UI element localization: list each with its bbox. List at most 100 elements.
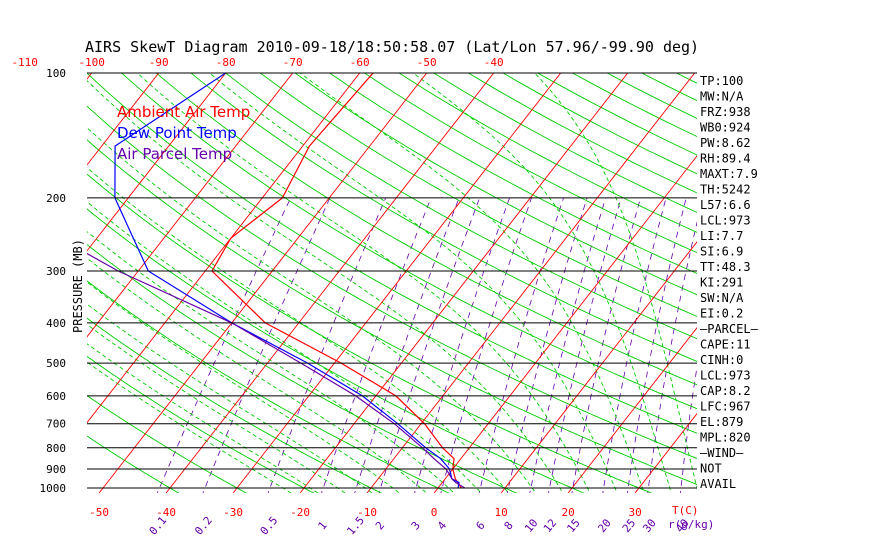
isotherm-line [87, 73, 227, 252]
dry-adiabat-line [536, 73, 697, 156]
stat-item: TP:100 [700, 74, 743, 88]
mixing-ratio-tick-label: 1 [315, 519, 329, 532]
bottom-tick-label: 0 [431, 506, 438, 519]
isotherm-line [0, 73, 25, 493]
y-tick-label: 900 [46, 463, 66, 476]
moist-adiabat-line [87, 361, 292, 493]
mixing-ratio-tick-label: 12 [541, 516, 559, 535]
stat-item: EI:0.2 [700, 307, 743, 321]
isotherm-line [433, 155, 697, 493]
top-axis: -120-110-100-90-80-70-60-50-40 [11, 56, 504, 69]
stat-item: RH:89.4 [700, 152, 751, 166]
moist-adiabat-line [87, 257, 428, 493]
stat-item: LFC:967 [700, 400, 751, 414]
dry-adiabat-line [87, 435, 180, 493]
pressure-axis: 1000 900 800 700 600 500 400 300 200 100 [40, 67, 67, 495]
stat-item: MPL:820 [700, 431, 751, 445]
stat-item: TH:5242 [700, 183, 751, 197]
isotherm-line [500, 241, 697, 493]
mixing-ratio-line [602, 197, 667, 493]
top-tick-label: -50 [417, 56, 437, 69]
dry-adiabat-line [87, 243, 518, 493]
mixing-ratio-line [626, 197, 687, 493]
mixing-ratio-line [202, 197, 331, 493]
mixing-ratio-tick-label: 10 [522, 516, 540, 535]
dry-adiabat-line [155, 73, 697, 386]
bottom-tick-label: -30 [223, 506, 243, 519]
dry-adiabat-line [120, 73, 697, 410]
dry-adiabat-line [259, 73, 697, 317]
stat-item: —PARCEL— [700, 322, 759, 336]
stat-item: LCL:973 [700, 369, 751, 383]
mixing-ratio-line [354, 197, 460, 493]
isotherm-line [366, 73, 696, 493]
dry-adiabat-line [294, 73, 697, 296]
stat-item: CINH:0 [700, 353, 743, 367]
stat-item: CAP:8.2 [700, 384, 751, 398]
mixing-ratio-line [647, 220, 697, 493]
stat-item: WB0:924 [700, 121, 751, 135]
top-tick-label: -70 [283, 56, 303, 69]
bottom-tick-label: 20 [561, 506, 574, 519]
isotherms [0, 73, 870, 493]
bottom-axis: -50 -40 -30 -20 -10 0 10 20 30 [89, 506, 642, 519]
stat-item: EL:879 [700, 415, 743, 429]
y-tick-label: 300 [46, 265, 66, 278]
mixing-ratio-tick-label: 8 [502, 519, 516, 532]
moist-adiabat-line [209, 73, 618, 493]
mixing-ratio-line [321, 197, 432, 493]
dry-adiabat-line [87, 280, 450, 493]
dry-adiabat-line [328, 73, 697, 275]
mixing-ratio-tick-label: 25 [620, 516, 638, 535]
stat-item: CAPE:11 [700, 338, 751, 352]
dry-adiabat-line [87, 139, 697, 485]
mixing-ratio-tick-label: 0.2 [192, 514, 215, 538]
y-tick-label: 600 [46, 390, 66, 403]
stat-item: SW:N/A [700, 291, 744, 305]
mixing-ratio-line [267, 197, 387, 493]
stat-item: MW:N/A [700, 90, 744, 104]
y-tick-label: 1000 [40, 482, 67, 495]
dry-adiabat-line [224, 73, 697, 340]
stat-item: MAXT:7.9 [700, 167, 758, 181]
dry-adiabat-line [432, 73, 697, 213]
mixing-ratio-tick-label: 6 [473, 519, 487, 532]
mixing-ratio-tick-label: 0.5 [258, 514, 281, 538]
moist-adiabat-line [87, 166, 510, 493]
top-tick-label: -90 [149, 56, 169, 69]
moist-adiabats [87, 73, 697, 493]
stat-item: NOT [700, 462, 722, 476]
y-tick-label: 400 [46, 317, 66, 330]
moist-adiabat-line [87, 231, 455, 493]
moist-adiabat-line [299, 73, 645, 493]
mixing-ratio-tick-label: 2 [373, 519, 387, 532]
mixing-ratio-tick-label: 20 [595, 516, 613, 535]
y-tick-label: 500 [46, 357, 66, 370]
moist-adiabat-line [87, 281, 401, 493]
legend-ambient: Ambient Air Temp [117, 103, 250, 121]
moist-adiabat-line [412, 73, 672, 493]
legend: Ambient Air Temp Dew Point Temp Air Parc… [117, 103, 250, 163]
stat-item: LCL:973 [700, 214, 751, 228]
mixing-ratio-tick-label: 4 [435, 519, 449, 533]
isotherm-line [836, 73, 870, 493]
bottom-tick-label: -50 [89, 506, 109, 519]
dry-adiabat-line [87, 173, 653, 493]
bottom-tick-label: -20 [290, 506, 310, 519]
dry-adiabat-line [87, 208, 585, 493]
legend-dewpoint: Dew Point Temp [117, 124, 237, 142]
mixing-ratio-line [378, 197, 480, 493]
top-tick-label: -40 [484, 56, 504, 69]
moist-adiabat-line [87, 80, 564, 493]
dry-adiabat-line [87, 395, 248, 493]
dry-adiabat-line [87, 317, 383, 493]
mixing-ratio-line [529, 197, 607, 493]
dry-adiabats [87, 73, 697, 493]
isotherm-line [87, 73, 294, 338]
y-axis-label: PRESSURE (MB) [71, 239, 85, 333]
x-axis-label: T(C) [672, 504, 699, 517]
isotherm-line [87, 73, 361, 424]
isotherm-line [299, 73, 629, 493]
